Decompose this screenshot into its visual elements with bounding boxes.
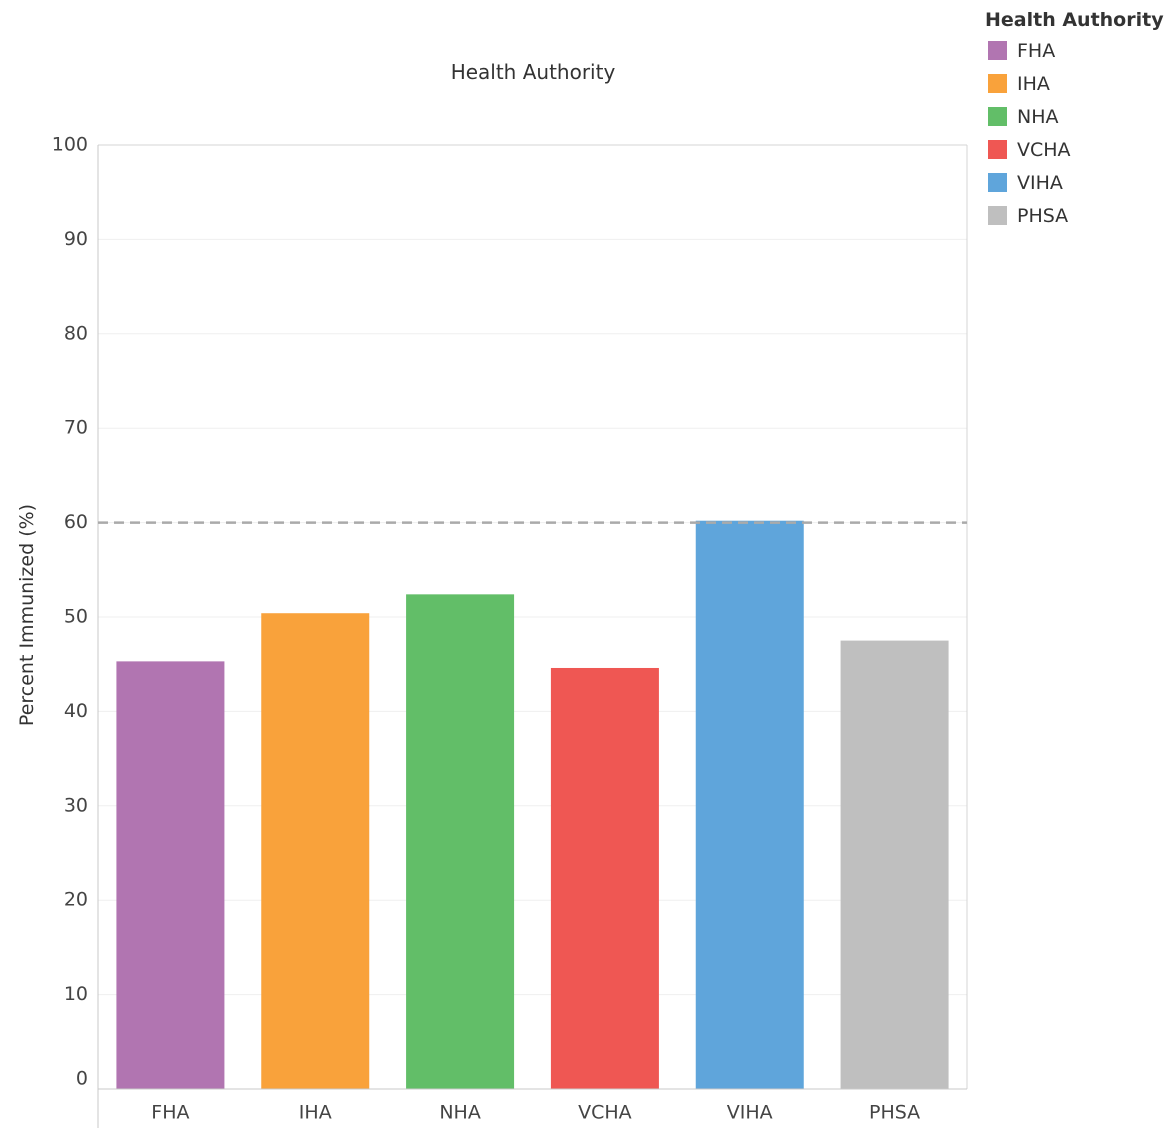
- bar-viha: [695, 520, 804, 1089]
- bar-phsa: [840, 640, 949, 1089]
- y-tick-label: 50: [64, 606, 88, 628]
- y-tick-label: 30: [64, 794, 88, 816]
- legend-swatch: [988, 140, 1007, 159]
- x-tick-label: NHA: [439, 1102, 481, 1124]
- legend-item-fha: FHA: [985, 34, 1164, 67]
- y-axis-label: Percent Immunized (%): [16, 503, 38, 727]
- x-tick-label: FHA: [151, 1102, 189, 1124]
- y-tick-label: 40: [64, 700, 88, 722]
- legend-item-vcha: VCHA: [985, 133, 1164, 166]
- legend-label: FHA: [1017, 39, 1056, 62]
- y-tick-label: 0: [76, 1068, 88, 1090]
- y-tick-label: 70: [64, 417, 88, 439]
- y-tick-label: 60: [64, 511, 88, 533]
- legend: Health Authority FHA IHA NHA VCHA VIHA PHSA: [985, 6, 1164, 232]
- x-tick-label: PHSA: [869, 1102, 920, 1124]
- legend-item-iha: IHA: [985, 67, 1164, 100]
- legend-label: NHA: [1017, 105, 1059, 128]
- legend-swatch: [988, 173, 1007, 192]
- legend-title: Health Authority: [985, 9, 1164, 31]
- y-tick-label: 20: [64, 889, 88, 911]
- legend-swatch: [988, 206, 1007, 225]
- chart-title: Health Authority: [450, 60, 616, 84]
- x-tick-label: VIHA: [727, 1102, 773, 1124]
- legend-item-phsa: PHSA: [985, 199, 1164, 232]
- x-tick-label: VCHA: [578, 1102, 632, 1124]
- y-tick-label: 100: [52, 134, 88, 156]
- legend-item-viha: VIHA: [985, 166, 1164, 199]
- x-tick-label: IHA: [299, 1102, 332, 1124]
- legend-label: IHA: [1017, 72, 1050, 95]
- bar-vcha: [550, 667, 659, 1089]
- bar-fha: [116, 661, 225, 1089]
- y-tick-label: 80: [64, 322, 88, 344]
- legend-label: VIHA: [1017, 171, 1063, 194]
- legend-items: FHA IHA NHA VCHA VIHA PHSA: [985, 34, 1164, 232]
- bar-iha: [261, 613, 370, 1089]
- legend-swatch: [988, 74, 1007, 93]
- legend-swatch: [988, 41, 1007, 60]
- y-tick-label: 10: [64, 983, 88, 1005]
- legend-item-nha: NHA: [985, 100, 1164, 133]
- legend-label: PHSA: [1017, 204, 1069, 227]
- y-tick-label: 90: [64, 228, 88, 250]
- legend-swatch: [988, 107, 1007, 126]
- legend-label: VCHA: [1017, 138, 1071, 161]
- bar-nha: [406, 594, 515, 1089]
